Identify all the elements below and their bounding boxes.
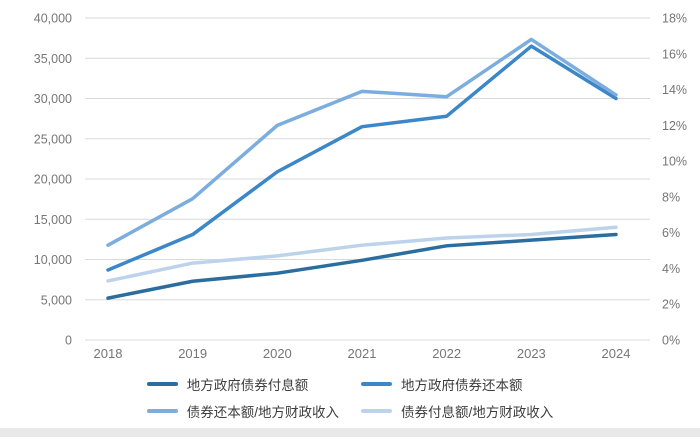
x-axis-tick-label: 2018 (94, 346, 123, 361)
legend-label: 债券付息额/地方财政收入 (401, 405, 554, 420)
right-axis-tick-label: 6% (662, 226, 680, 240)
series-line-3 (106, 225, 618, 283)
left-axis-tick-label: 30,000 (34, 92, 72, 106)
x-axis-tick-label: 2022 (432, 346, 461, 361)
right-axis-tick-label: 12% (662, 119, 687, 133)
left-axis-tick-label: 25,000 (34, 132, 72, 146)
series-line-2 (106, 37, 618, 247)
footer-strip (0, 428, 700, 437)
x-axis-tick-label: 2023 (517, 346, 546, 361)
legend-item-3: 债券付息额/地方财政收入 (361, 401, 553, 421)
left-axis-tick-label: 40,000 (34, 12, 72, 26)
right-axis-tick-label: 8% (662, 190, 680, 204)
x-axis-tick-label: 2024 (602, 346, 631, 361)
legend-swatch-icon (361, 408, 392, 414)
legend-item-2: 债券还本额/地方财政收入 (146, 401, 339, 421)
chart-legend: 地方政府债券付息额 地方政府债券还本额债券还本额/地方财政收入 债券付息额/地方财政… (0, 374, 700, 421)
legend-label: 债券还本额/地方财政收入 (186, 405, 339, 420)
legend-item-0: 地方政府债券付息额 (146, 374, 339, 394)
legend-label: 地方政府债券还本额 (401, 378, 523, 393)
right-axis-tick-label: 16% (662, 47, 687, 61)
x-axis-tick-label: 2021 (348, 346, 377, 361)
legend-swatch-icon (361, 381, 392, 387)
left-axis-tick-label: 20,000 (34, 173, 72, 187)
series-line-0 (106, 232, 618, 300)
right-axis-tick-label: 0% (662, 334, 680, 348)
right-axis-tick-label: 2% (662, 298, 680, 312)
left-axis-tick-label: 15,000 (34, 213, 72, 227)
left-axis-tick-label: 0 (65, 334, 72, 348)
right-axis-tick-label: 14% (662, 83, 687, 97)
line-chart: 0 5,000 10,000 15,000 20,000 25,000 30,000 35,0… (34, 12, 687, 362)
legend-label: 地方政府债券付息额 (186, 378, 309, 393)
legend-item-1: 地方政府债券还本额 (361, 374, 553, 394)
series-line-1 (106, 44, 618, 272)
left-axis-tick-label: 10,000 (34, 253, 72, 267)
legend-swatch-icon (146, 408, 178, 414)
left-axis-tick-label: 35,000 (34, 52, 72, 66)
chart-area: 0 5,000 10,000 15,000 20,000 25,000 30,000 35,0… (34, 12, 687, 362)
legend-swatch-icon (146, 381, 178, 387)
right-axis-tick-label: 10% (662, 155, 687, 169)
left-axis-tick-label: 5,000 (41, 293, 72, 307)
x-axis-tick-label: 2019 (178, 346, 207, 361)
x-axis-tick-label: 2020 (263, 346, 292, 361)
right-axis-tick-label: 18% (662, 12, 687, 26)
right-axis-tick-label: 4% (662, 262, 680, 276)
